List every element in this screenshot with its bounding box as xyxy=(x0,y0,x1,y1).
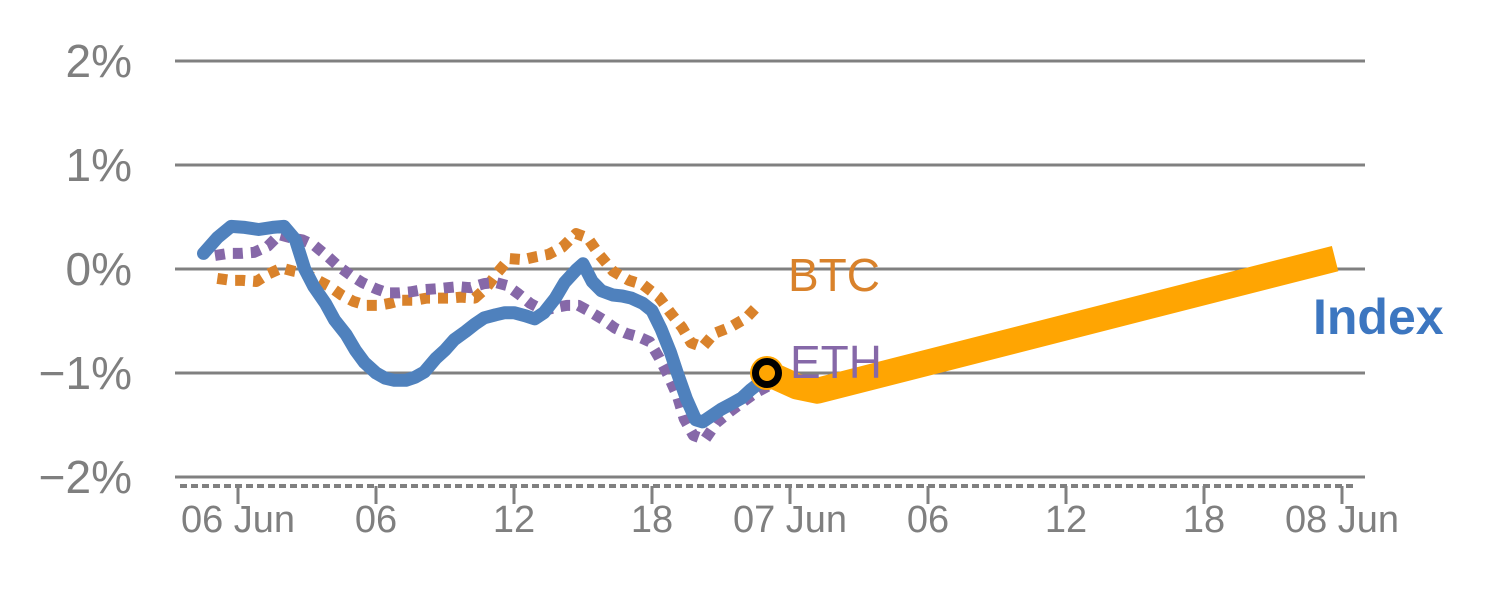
grid-layer: 2% 1% 0% −1% −2% xyxy=(39,35,1365,503)
series-layer xyxy=(197,219,1339,446)
x-tick-label: 06 Jun xyxy=(181,499,295,541)
x-axis: 06 Jun 06 12 18 07 Jun 06 12 18 08 Jun xyxy=(180,484,1399,541)
x-tick-label: 06 xyxy=(907,499,949,541)
x-tick-label: 08 Jun xyxy=(1285,499,1399,541)
y-tick-label: 2% xyxy=(66,35,132,87)
x-tick-label: 06 xyxy=(355,499,397,541)
index-series-label: Index xyxy=(1313,289,1444,345)
x-tick-label: 12 xyxy=(493,499,535,541)
btc-series-label: BTC xyxy=(788,249,880,301)
series-labels: BTC ETH Index xyxy=(788,249,1444,388)
eth-series xyxy=(214,229,772,446)
y-tick-label: 1% xyxy=(66,139,132,191)
y-tick-label: 0% xyxy=(66,243,132,295)
y-tick-label: −1% xyxy=(39,347,132,399)
current-value-marker xyxy=(752,358,782,388)
x-tick-label: 18 xyxy=(631,499,673,541)
x-tick-label: 12 xyxy=(1045,499,1087,541)
marker-layer xyxy=(750,356,784,390)
x-tick-label: 18 xyxy=(1183,499,1225,541)
index-series xyxy=(197,219,774,429)
eth-series-label: ETH xyxy=(790,336,882,388)
x-tick-label: 07 Jun xyxy=(733,499,847,541)
y-tick-label: −2% xyxy=(39,451,132,503)
